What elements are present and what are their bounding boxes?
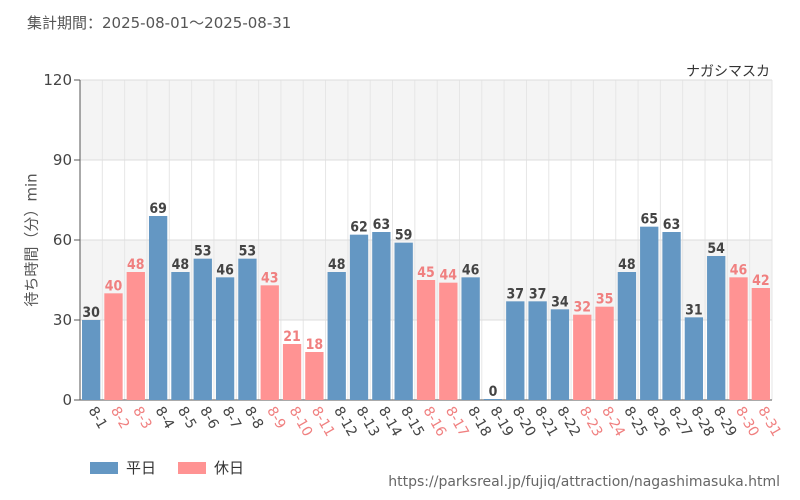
bar [193,258,212,400]
x-tick-label: 8-5 [174,404,199,432]
bar-value-label: 48 [618,257,636,273]
bar [260,285,279,400]
bar [82,320,101,400]
bar [148,216,168,400]
bar-value-label: 46 [216,262,234,278]
bar [573,314,592,400]
bar-value-label: 45 [417,265,435,281]
bar-value-label: 48 [127,257,145,273]
bar [349,234,369,400]
bar-value-label: 65 [640,212,658,228]
x-tick-label: 8-7 [219,404,244,432]
bar-value-label: 37 [507,286,525,302]
bar-value-label: 34 [551,294,569,310]
x-tick-label: 8-1 [85,404,110,432]
legend: 平日 休日 [90,457,244,478]
bar [372,232,391,400]
bar [327,272,346,400]
attraction-name: ナガシマスカ [686,64,770,80]
bar-value-label: 43 [261,270,279,286]
bar [439,282,458,400]
bar [528,301,547,400]
bar [171,272,190,400]
bar [461,277,480,400]
bar-value-label: 0 [489,384,498,400]
bar-value-label: 44 [440,268,458,284]
bar [394,242,413,400]
bar [305,352,324,400]
bar [506,301,525,400]
collection-period: 集計期間：2025-08-01～2025-08-31 [27,14,292,32]
bar-value-label: 63 [373,217,391,233]
bar [550,309,570,400]
bar [729,277,748,400]
x-tick-label: 8-8 [241,404,266,432]
bar [640,226,659,400]
x-tick-label: 8-4 [152,404,177,432]
y-tick-label: 30 [53,311,72,329]
y-tick-label: 0 [62,391,72,409]
bar-value-label: 48 [328,257,346,273]
bar-value-label: 42 [752,273,770,289]
legend-weekday-label: 平日 [126,459,157,477]
bar-value-label: 54 [707,241,725,257]
bar-value-label: 62 [350,220,368,236]
legend-weekday: 平日 [90,457,156,478]
x-tick-label: 8-31 [754,404,784,440]
bar-value-label: 32 [573,300,591,316]
bar [483,399,503,400]
legend-holiday-label: 休日 [214,459,245,477]
bar [595,306,614,400]
weekday-swatch [90,461,118,474]
y-tick-label: 90 [53,151,72,169]
x-tick-label: 8-2 [107,404,132,432]
bar-value-label: 69 [149,201,167,217]
bar-value-label: 63 [663,217,681,233]
bar [416,280,436,400]
bar-value-label: 46 [462,262,480,278]
bar [215,277,235,400]
source-url[interactable]: https://parksreal.jp/fujiq/attraction/na… [388,474,780,490]
grid-band [80,80,772,160]
bar [707,256,726,400]
bar-value-label: 53 [194,244,212,260]
bar [684,317,704,400]
bar-value-label: 30 [82,305,100,321]
bar [126,272,145,400]
bar [238,258,257,400]
bar [282,344,302,400]
bar [617,272,637,400]
bar [104,293,123,400]
bar-value-label: 40 [105,278,123,294]
bar-value-label: 21 [283,329,301,345]
bar-value-label: 31 [685,302,703,318]
bar-value-label: 59 [395,228,413,244]
holiday-swatch [178,461,207,474]
y-tick-label: 60 [53,231,72,249]
bar [751,288,770,400]
bar-value-label: 53 [239,244,257,260]
bar-value-label: 18 [306,337,324,353]
x-tick-label: 8-9 [263,404,288,432]
bar-value-label: 37 [529,286,547,302]
y-tick-label: 120 [43,71,72,89]
bar-value-label: 35 [596,292,614,308]
x-tick-label: 8-6 [196,404,221,432]
bar-value-label: 48 [172,257,190,273]
legend-holiday: 休日 [178,457,244,478]
bar-value-label: 46 [730,262,748,278]
bar [662,232,681,400]
x-tick-label: 8-3 [129,404,154,432]
